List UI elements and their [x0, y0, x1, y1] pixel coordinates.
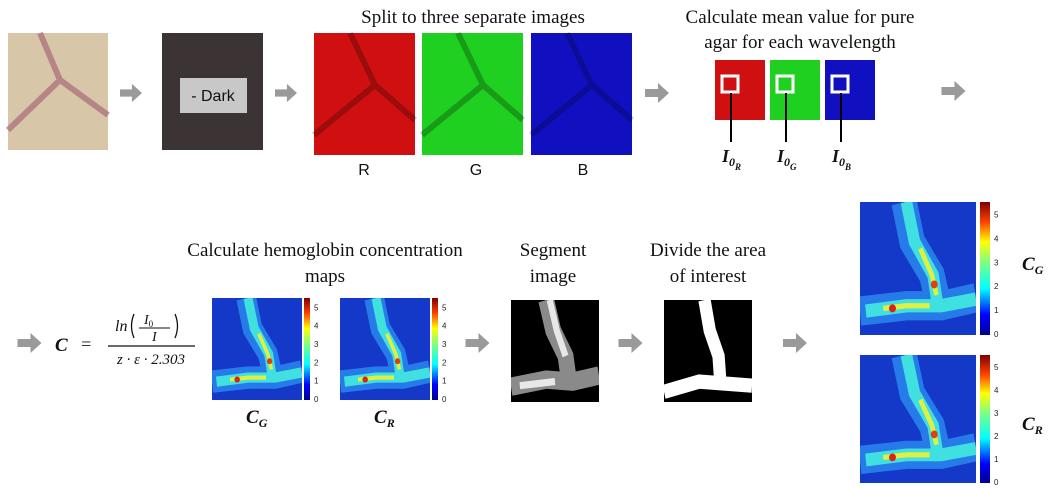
colorbar-tick-label: 0	[994, 330, 999, 339]
colorbar	[980, 355, 990, 483]
arrow	[783, 333, 807, 353]
map-label: CR	[1022, 414, 1043, 437]
arrow	[466, 333, 490, 353]
divide-title: of interest	[670, 266, 747, 287]
colorbar-tick-label: 3	[994, 409, 999, 418]
segment-title: Segment	[520, 240, 587, 261]
colorbar-tick-label: 1	[442, 377, 447, 386]
agar-image	[8, 33, 108, 150]
segmented-image	[511, 300, 599, 402]
arrow	[18, 333, 42, 353]
workflow-diagram: - Dark Split to three separate images R …	[0, 0, 1049, 488]
divide-title: Divide the area	[650, 240, 767, 261]
svg-text:I: I	[151, 330, 158, 345]
colorbar-tick-label: 2	[314, 358, 319, 367]
mean-title: Calculate mean value for pure	[686, 7, 915, 28]
segment-title: image	[530, 266, 576, 287]
map-label: CG	[1022, 254, 1044, 277]
arrow	[942, 81, 966, 101]
formula: C = ln I0 I z · ε · 2.303	[55, 313, 195, 368]
arrow	[645, 83, 669, 103]
heatmap	[340, 298, 430, 400]
colorbar-tick-label: 5	[442, 303, 447, 312]
channel-label: G	[470, 162, 482, 179]
colorbar-tick-label: 1	[314, 377, 319, 386]
colorbar-tick-label: 3	[314, 340, 319, 349]
colorbar-tick-label: 5	[314, 303, 319, 312]
arrow	[275, 84, 297, 102]
colorbar-tick-label: 3	[994, 258, 999, 267]
colorbar-tick-label: 5	[994, 363, 999, 372]
split-title: Split to three separate images	[361, 7, 585, 28]
colorbar-tick-label: 1	[994, 455, 999, 464]
colorbar-tick-label: 5	[994, 210, 999, 219]
colorbar	[432, 298, 438, 400]
svg-text:ln: ln	[115, 318, 127, 335]
concentration-title: Calculate hemoglobin concentration	[187, 240, 463, 261]
colorbar-tick-label: 4	[994, 386, 999, 395]
map-label: CR	[374, 407, 395, 430]
colorbar-tick-label: 4	[994, 234, 999, 243]
dark-label: - Dark	[191, 88, 236, 105]
svg-text:z · ε · 2.303: z · ε · 2.303	[116, 352, 185, 368]
mean-title: agar for each wavelength	[704, 32, 896, 53]
colorbar-tick-label: 0	[442, 395, 447, 404]
colorbar-tick-label: 2	[994, 282, 999, 291]
colorbar-tick-label: 3	[442, 340, 447, 349]
i0-label: I0B	[831, 146, 851, 172]
channel-label: B	[578, 162, 589, 179]
area-mask	[664, 300, 752, 402]
colorbar-tick-label: 0	[994, 478, 999, 487]
svg-text:C: C	[55, 335, 68, 356]
map-label: CG	[246, 407, 268, 430]
colorbar	[304, 298, 310, 400]
colorbar-tick-label: 2	[994, 432, 999, 441]
heatmap	[212, 298, 302, 400]
colorbar-tick-label: 0	[314, 395, 319, 404]
colorbar-tick-label: 1	[994, 306, 999, 315]
colorbar	[980, 202, 990, 335]
svg-text:I0: I0	[143, 313, 154, 329]
concentration-title: maps	[305, 266, 345, 287]
colorbar-tick-label: 2	[442, 358, 447, 367]
arrow	[120, 84, 142, 102]
channel-label: R	[358, 162, 370, 179]
heatmap	[860, 355, 976, 483]
i0-label: I0R	[721, 146, 741, 172]
heatmap	[860, 202, 976, 335]
svg-text:=: =	[80, 334, 92, 354]
colorbar-tick-label: 4	[314, 322, 319, 331]
mean-samples	[715, 60, 875, 142]
colorbar-tick-label: 4	[442, 322, 447, 331]
arrow	[619, 333, 643, 353]
i0-label: I0G	[776, 146, 797, 172]
